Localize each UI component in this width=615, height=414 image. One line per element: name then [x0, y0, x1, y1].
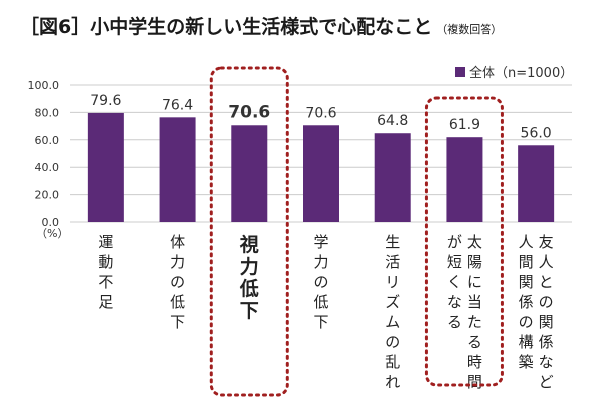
- chart-title-main: ［図6］小中学生の新しい生活様式で心配なこと: [20, 16, 433, 38]
- x-tick-label: 友人との関係など: [539, 233, 554, 391]
- x-tick-label: 太陽に当たる時間: [467, 233, 482, 391]
- data-label: 61.9: [449, 117, 480, 133]
- legend-label: 全体（n=1000）: [469, 65, 573, 81]
- x-tick-label: 運動不足: [98, 233, 113, 311]
- y-unit-label: （%）: [36, 227, 68, 240]
- x-tick-label: 生活リズムの乱れ: [385, 233, 400, 391]
- x-tick-label: 人間関係の構築: [519, 233, 534, 371]
- y-tick-label: 80.0: [35, 106, 60, 119]
- data-label: 70.6: [228, 102, 270, 122]
- data-label: 79.6: [90, 93, 121, 109]
- bar: [446, 137, 483, 222]
- data-label: 70.6: [305, 105, 336, 121]
- bar: [159, 117, 196, 222]
- bar: [87, 112, 124, 222]
- highlight-box: [209, 66, 289, 397]
- bar: [374, 133, 411, 222]
- data-label: 76.4: [162, 97, 193, 113]
- x-tick-label: 体力の低下: [170, 233, 185, 331]
- bar: [231, 125, 268, 222]
- chart-title-note: （複数回答）: [436, 23, 503, 36]
- bar: [518, 145, 555, 222]
- bar: [303, 125, 339, 222]
- y-tick-label: 100.0: [28, 79, 60, 92]
- x-tick-label: が短くなる: [447, 233, 462, 331]
- y-tick-label: 40.0: [35, 161, 60, 174]
- chart-title: ［図6］小中学生の新しい生活様式で心配なこと （複数回答）: [20, 12, 502, 39]
- y-tick-label: 20.0: [35, 189, 60, 202]
- data-label: 64.8: [377, 113, 408, 129]
- highlight-box: [424, 96, 504, 387]
- y-tick-label: 60.0: [35, 134, 60, 147]
- x-tick-label: 視力低下: [239, 233, 259, 322]
- y-tick-label: 0.0: [42, 216, 60, 229]
- legend-swatch: [455, 67, 465, 77]
- data-label: 56.0: [521, 125, 552, 141]
- x-tick-label: 学力の低下: [313, 233, 328, 331]
